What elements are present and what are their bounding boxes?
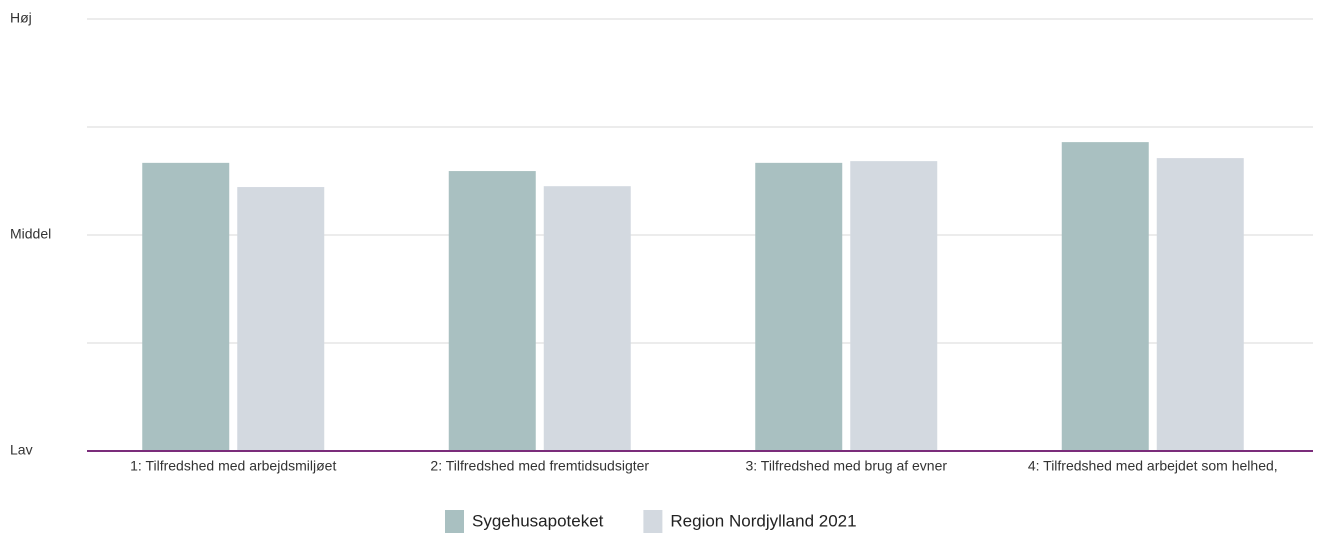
- legend-swatch: [445, 510, 464, 533]
- bar: [142, 162, 230, 451]
- y-tick-label: Lav: [10, 442, 33, 458]
- x-tick-label: 1: Tilfredshed med arbejdsmiljøet: [130, 458, 336, 474]
- bar: [1156, 158, 1244, 451]
- x-tick-label: 3: Tilfredshed med brug af evner: [745, 458, 947, 474]
- bar: [755, 162, 843, 451]
- x-tick-label: 4: Tilfredshed med arbejdet som helhed,: [1028, 458, 1278, 474]
- legend-label: Region Nordjylland 2021: [670, 511, 856, 530]
- x-tick-label: 2: Tilfredshed med fremtidsudsigter: [430, 458, 649, 474]
- bar: [1061, 142, 1149, 451]
- bar: [543, 186, 631, 451]
- bar: [448, 171, 536, 451]
- y-tick-label: Middel: [10, 226, 51, 242]
- legend-label: Sygehusapoteket: [472, 511, 604, 530]
- bar: [237, 187, 325, 451]
- legend-swatch: [643, 510, 663, 533]
- y-tick-label: Høj: [10, 10, 32, 26]
- bar: [850, 161, 938, 452]
